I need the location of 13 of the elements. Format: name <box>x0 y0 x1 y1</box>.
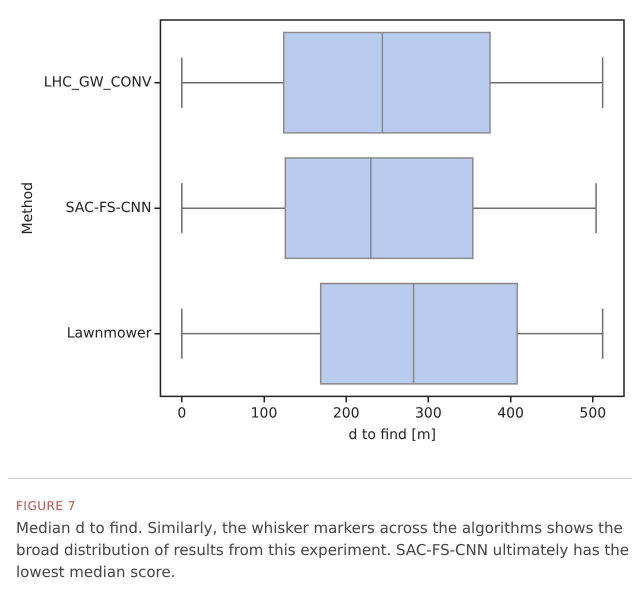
y-tick-label: SAC-FS-CNN <box>66 200 152 216</box>
x-tick-label: 200 <box>332 405 360 422</box>
text: Median d to find. Similarly, the whisker markers across the algorithms shows the broad distribution of results from this experiment. SAC-FS-CNN ultimately has the lowest median score. <box>16 518 630 583</box>
y-tick-label: Lawnmower <box>66 325 152 342</box>
x-tick-label: 500 <box>579 405 606 422</box>
y-tick-label: LHC_GW_CONV <box>44 74 152 90</box>
x-tick-label: 0 <box>177 405 186 422</box>
caption: FIGURE 7 <box>16 499 77 513</box>
x-tick-label: 300 <box>415 405 442 422</box>
x-tick-label: 100 <box>250 405 278 422</box>
y-axis-title: Method <box>20 182 36 234</box>
x-axis-title: d to find [m] <box>348 427 436 444</box>
x-tick-label: 400 <box>497 405 524 422</box>
